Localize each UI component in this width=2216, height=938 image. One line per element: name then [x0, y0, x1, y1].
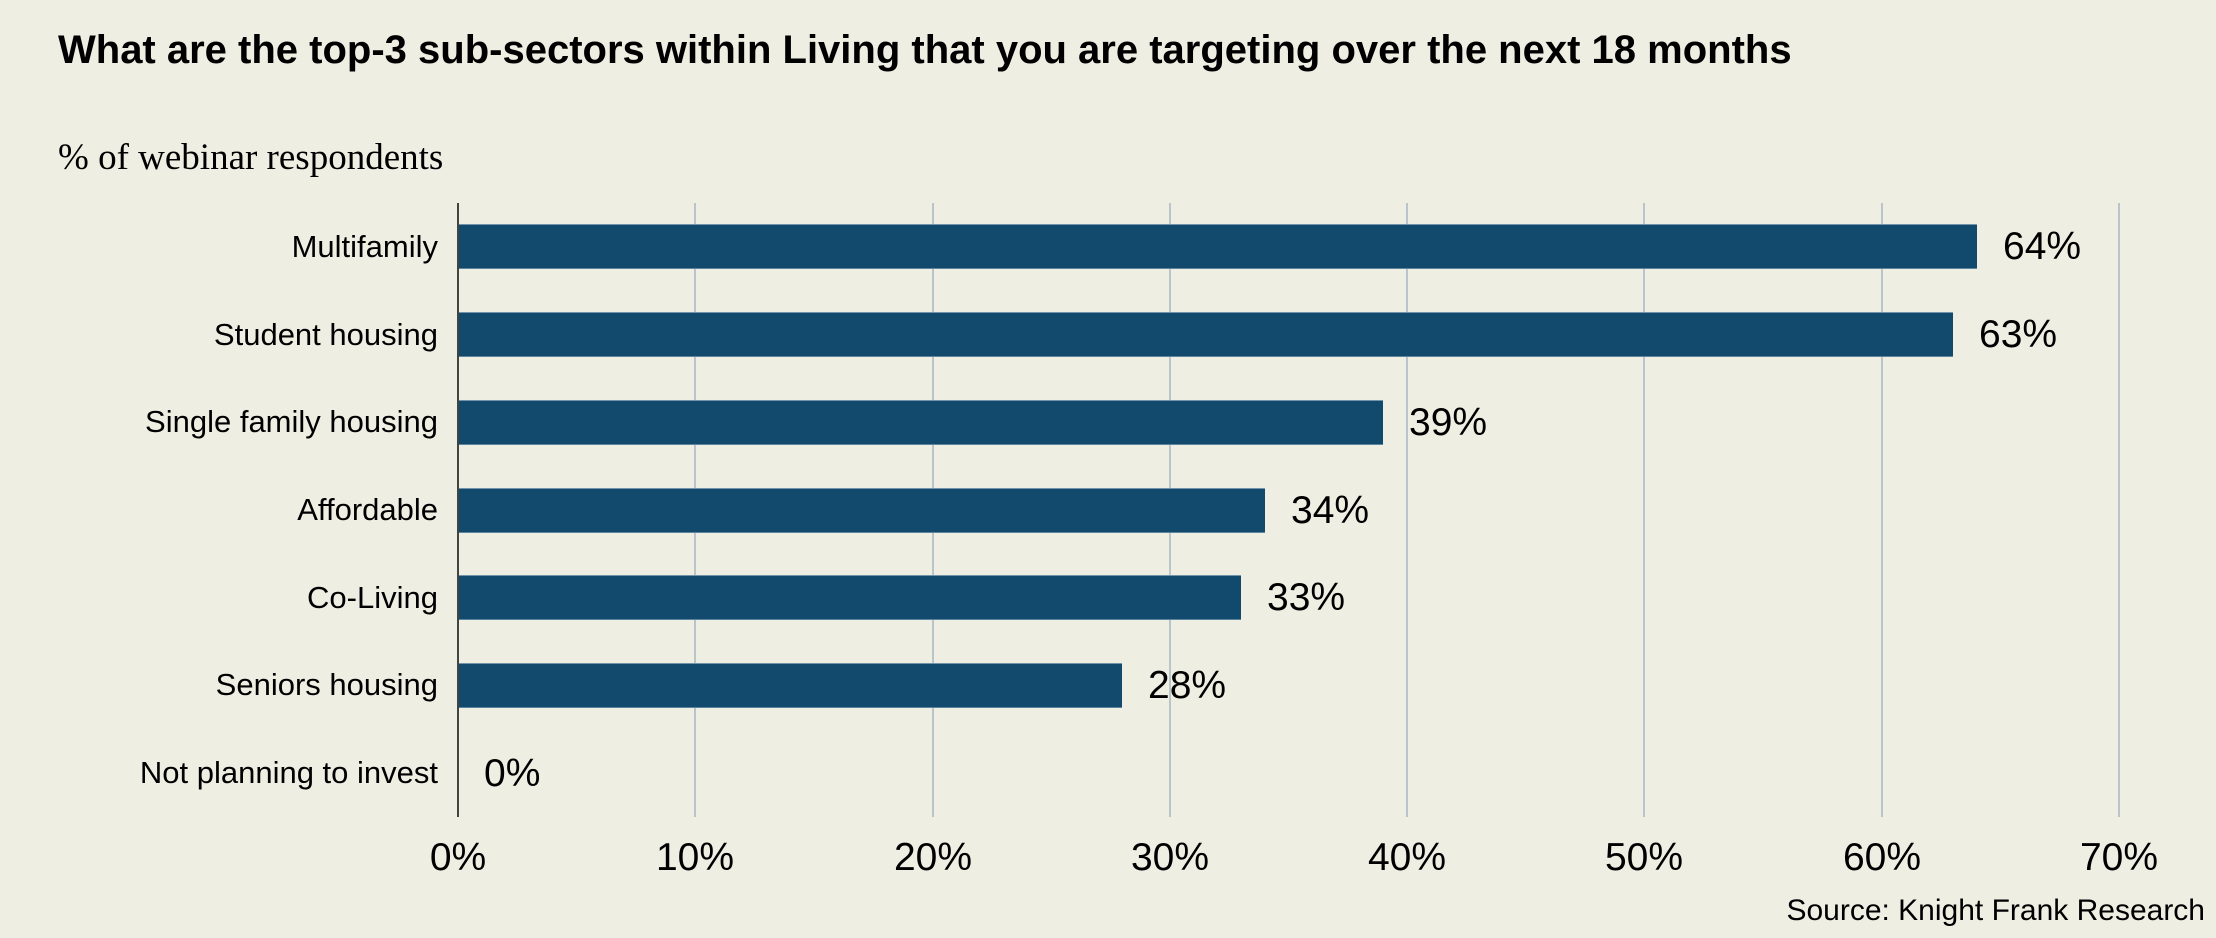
x-tick-label: 10% — [655, 836, 735, 879]
chart-subtitle: % of webinar respondents — [58, 137, 444, 178]
value-label: 34% — [1291, 489, 1370, 532]
value-label: 64% — [2003, 225, 2082, 268]
x-tick-label: 40% — [1367, 836, 1447, 879]
value-label: 39% — [1409, 401, 1488, 444]
y-axis-line — [457, 203, 459, 817]
value-label: 28% — [1148, 664, 1227, 707]
source-note: Source: Knight Frank Research — [1786, 894, 2205, 927]
category-label: Seniors housing — [215, 667, 438, 702]
category-label: Multifamily — [291, 229, 438, 264]
bar — [458, 575, 1241, 620]
x-tick-label: 50% — [1604, 836, 1684, 879]
x-tick-label: 60% — [1842, 836, 1922, 879]
category-label: Single family housing — [145, 404, 438, 439]
category-label: Student housing — [213, 317, 438, 352]
category-label: Affordable — [297, 492, 438, 527]
chart-title: What are the top-3 sub-sectors within Li… — [58, 28, 1792, 72]
value-label: 33% — [1267, 576, 1346, 619]
value-label: 63% — [1979, 313, 2058, 356]
category-label: Not planning to invest — [139, 755, 438, 790]
gridline — [1643, 203, 1645, 817]
x-tick-label: 30% — [1130, 836, 1210, 879]
bar — [458, 488, 1265, 533]
x-tick-label: 20% — [893, 836, 973, 879]
bar — [458, 663, 1122, 708]
bar — [458, 312, 1953, 357]
bar — [458, 400, 1383, 445]
value-label: 0% — [484, 752, 541, 795]
plot-area: 64% 63% 39% 34% 33% 28% 0% — [457, 203, 2120, 817]
gridline — [1406, 203, 1408, 817]
bar — [458, 224, 1977, 269]
gridline — [1881, 203, 1883, 817]
x-tick-label: 0% — [429, 836, 487, 879]
x-tick-label: 70% — [2079, 836, 2159, 879]
category-label: Co-Living — [307, 580, 438, 615]
gridline — [2118, 203, 2120, 817]
